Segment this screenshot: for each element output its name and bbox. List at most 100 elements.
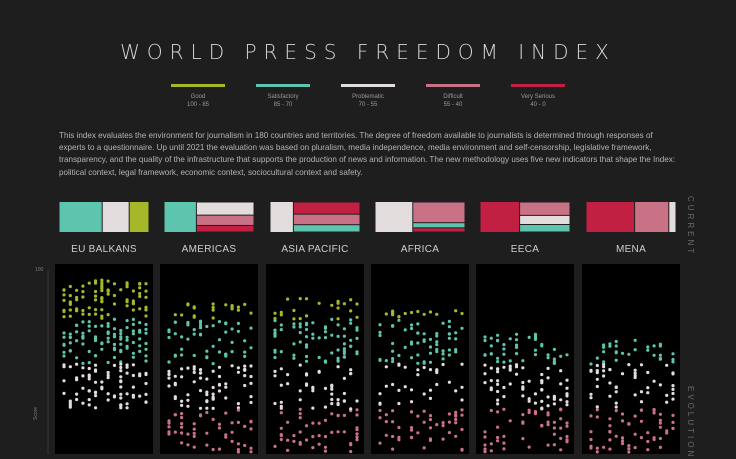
evolution-dot bbox=[68, 294, 72, 298]
evolution-dot bbox=[87, 403, 91, 407]
evolution-dot bbox=[342, 430, 346, 434]
evolution-dot bbox=[87, 398, 91, 402]
evolution-dot bbox=[273, 348, 277, 352]
evolution-dot bbox=[106, 360, 110, 365]
evolution-dot bbox=[428, 396, 433, 400]
evolution-dot bbox=[100, 341, 104, 345]
evolution-dot bbox=[144, 289, 148, 293]
treemap-cell-very-serious bbox=[196, 225, 254, 232]
legend-range: 70 - 55 bbox=[358, 102, 378, 108]
evolution-dot bbox=[342, 399, 346, 403]
evolution-dot bbox=[489, 352, 493, 356]
legend-item-good[interactable]: Good 100 - 85 bbox=[170, 84, 226, 109]
evolution-dot bbox=[514, 338, 519, 342]
evolution-dot bbox=[496, 402, 500, 406]
evolution-dot bbox=[435, 334, 439, 338]
evolution-dot bbox=[330, 333, 334, 337]
evolution-dot bbox=[112, 317, 117, 321]
evolution-dot bbox=[211, 417, 215, 421]
evolution-dot bbox=[608, 447, 612, 451]
evolution-dot bbox=[311, 385, 315, 389]
legend-item-very-serious[interactable]: Very Serious 40 - 0 bbox=[510, 84, 566, 109]
evolution-dot bbox=[533, 401, 538, 405]
evolution-dot bbox=[565, 440, 569, 444]
evolution-dot bbox=[173, 374, 177, 378]
evolution-dot bbox=[435, 382, 439, 387]
evolution-dot bbox=[447, 380, 451, 384]
evolution-dot bbox=[112, 394, 117, 398]
evolution-dot bbox=[217, 426, 222, 430]
evolution-dot bbox=[144, 347, 148, 351]
evolution-dot bbox=[180, 422, 184, 426]
evolution-dot bbox=[422, 365, 426, 370]
region-name: EECA bbox=[510, 244, 540, 255]
evolution-dot bbox=[614, 339, 618, 344]
evolution-dot bbox=[496, 435, 500, 440]
evolution-dot bbox=[249, 427, 253, 431]
evolution-dot bbox=[552, 357, 556, 361]
evolution-dot bbox=[131, 322, 135, 326]
evolution-dot bbox=[336, 334, 340, 338]
evolution-dot bbox=[205, 406, 209, 410]
legend-swatch bbox=[341, 84, 395, 87]
evolution-dot bbox=[658, 436, 662, 441]
evolution-dot bbox=[279, 404, 283, 408]
region-name: ASIA PACIFIC bbox=[281, 244, 349, 255]
current-side-label: CURRENT bbox=[686, 196, 695, 257]
evolution-dot bbox=[483, 363, 487, 367]
evolution-dot bbox=[273, 331, 277, 335]
evolution-dot bbox=[198, 413, 203, 417]
evolution-dot bbox=[508, 419, 512, 423]
evolution-dot bbox=[355, 352, 359, 356]
evolution-dot bbox=[608, 394, 612, 398]
evolution-dot bbox=[62, 315, 66, 319]
evolution-dot bbox=[533, 410, 538, 414]
evolution-dot bbox=[119, 392, 123, 396]
evolution-dot bbox=[454, 414, 458, 418]
legend-item-difficult[interactable]: Difficult 55 - 40 bbox=[425, 84, 481, 109]
evolution-dot bbox=[602, 369, 606, 373]
evolution-dot bbox=[521, 437, 525, 441]
evolution-dot bbox=[496, 367, 500, 371]
legend-item-satisfactory[interactable]: Satisfactory 85 - 70 bbox=[255, 84, 311, 109]
evolution-dot bbox=[112, 327, 117, 331]
evolution-dot bbox=[68, 399, 72, 403]
evolution-dot bbox=[311, 389, 315, 393]
evolution-dot bbox=[68, 349, 72, 353]
evolution-dot bbox=[559, 369, 563, 373]
evolution-dot bbox=[298, 297, 302, 301]
evolution-dot bbox=[589, 369, 593, 373]
evolution-dot bbox=[639, 419, 644, 423]
evolution-dot bbox=[349, 368, 353, 372]
evolution-dot bbox=[589, 437, 593, 442]
evolution-dot bbox=[646, 345, 650, 349]
evolution-dot bbox=[614, 409, 618, 413]
evolution-dot bbox=[527, 408, 531, 412]
evolution-dot bbox=[323, 359, 328, 363]
legend-item-problematic[interactable]: Problematic 70 - 55 bbox=[340, 84, 396, 109]
evolution-dot bbox=[460, 385, 464, 389]
evolution-dot bbox=[658, 425, 662, 429]
evolution-dot bbox=[292, 353, 296, 357]
legend-range: 85 - 70 bbox=[273, 102, 293, 108]
evolution-dot bbox=[633, 393, 637, 397]
evolution-dot bbox=[422, 332, 426, 336]
evolution-dot bbox=[211, 324, 215, 328]
evolution-dot bbox=[378, 330, 382, 334]
evolution-dot bbox=[608, 344, 612, 348]
evolution-dot bbox=[93, 380, 98, 384]
evolution-dot bbox=[106, 392, 110, 396]
evolution-dot bbox=[483, 335, 487, 339]
evolution-dot bbox=[198, 333, 203, 337]
evolution-dot bbox=[508, 359, 512, 363]
evolution-dot bbox=[298, 340, 302, 344]
evolution-dot bbox=[304, 354, 309, 359]
evolution-dot bbox=[409, 428, 414, 432]
evolution-dot bbox=[138, 372, 142, 376]
evolution-dot bbox=[403, 385, 407, 389]
evolution-dot bbox=[397, 315, 401, 319]
evolution-dot bbox=[93, 308, 98, 312]
evolution-dot bbox=[496, 382, 500, 386]
evolution-dot bbox=[633, 348, 637, 352]
evolution-dot bbox=[428, 426, 433, 430]
